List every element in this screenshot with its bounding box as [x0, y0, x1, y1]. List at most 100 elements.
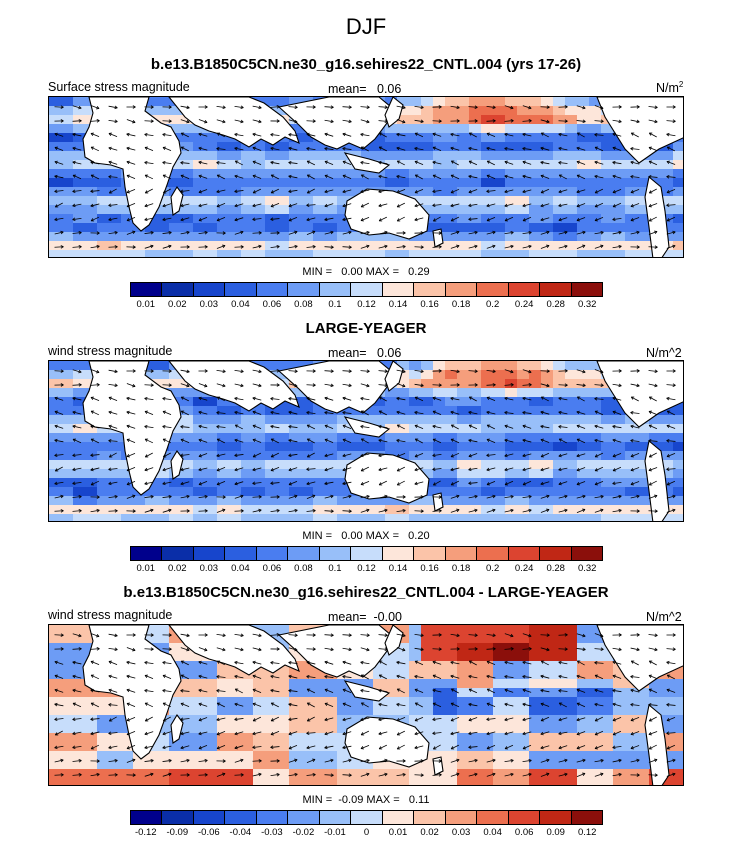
colorbar-swatch	[508, 811, 541, 824]
colorbar-swatch	[382, 547, 415, 560]
vector-layer	[54, 369, 676, 513]
colorbar-tick-label: -0.02	[292, 827, 315, 838]
colorbar-tick-label: 0.03	[451, 827, 471, 838]
coastline	[168, 361, 300, 412]
colorbar-tick-label: 0.08	[294, 299, 313, 310]
coastline	[596, 97, 683, 164]
colorbar-swatch	[540, 283, 572, 296]
coastline	[170, 186, 184, 216]
colorbar-swatch	[382, 811, 415, 824]
colorbar-swatch	[131, 811, 163, 824]
colorbar-swatch	[162, 811, 194, 824]
colorbar-swatch	[571, 283, 603, 296]
coastline	[168, 97, 300, 148]
colorbar-swatch	[351, 283, 383, 296]
map-wind-stress	[48, 360, 684, 522]
colorbar-tick-label: 0.02	[420, 827, 439, 838]
colorbar-swatch	[256, 547, 289, 560]
colorbar-tick-label: 0.04	[231, 563, 250, 574]
colorbar-tick-label: 0.01	[136, 299, 156, 310]
vector-layer	[54, 633, 676, 777]
colorbar-tick-label: -0.03	[261, 827, 283, 838]
colorbar-swatch	[193, 811, 226, 824]
colorbar-swatch	[540, 547, 572, 560]
colorbar-ticks: -0.12 -0.09 -0.06 -0.04 -0.03 -0.02 -0.01 0 0.01…	[130, 827, 603, 839]
colorbar-swatch	[193, 547, 226, 560]
colorbar-tick-label: 0.1	[328, 299, 342, 310]
colorbar-tick-label: 0.16	[420, 299, 439, 310]
colorbar-tick-label: 0.24	[514, 299, 534, 310]
coastline	[344, 188, 430, 240]
colorbar-swatch	[131, 283, 163, 296]
land-layer	[82, 361, 683, 521]
coastline	[384, 361, 404, 392]
minmax-label: MIN = -0.09 MAX = 0.11	[302, 794, 430, 806]
colorbar-swatch	[477, 547, 509, 560]
colorbar-swatch	[319, 547, 352, 560]
colorbar-swatch	[445, 547, 478, 560]
colorbar-tick-label: 0.04	[483, 827, 502, 838]
colorbar-tick-label: 0.1	[328, 563, 342, 574]
left-label: wind stress magnitude	[48, 344, 173, 358]
colorbar-tick-label: 0.03	[199, 563, 219, 574]
colorbar-tick-label: 0.2	[486, 299, 500, 310]
colorbar-tick-label: 0.18	[451, 563, 471, 574]
colorbar-tick-label: 0.08	[294, 563, 313, 574]
colorbar-swatch	[351, 547, 383, 560]
colorbar-swatch	[162, 547, 194, 560]
map-canvas	[49, 625, 683, 785]
colorbar-swatch	[319, 283, 352, 296]
coastline	[644, 439, 670, 521]
colorbar-tick-label: 0.03	[199, 299, 219, 310]
colorbar-tick-label: -0.09	[166, 827, 189, 838]
coastline	[344, 452, 430, 504]
colorbar-tick-label: 0.28	[546, 563, 565, 574]
colorbar-swatch	[382, 283, 415, 296]
coastline	[644, 703, 670, 785]
colorbar-swatch	[571, 811, 603, 824]
coastline	[596, 361, 683, 428]
colorbar-tick-label: -0.01	[324, 827, 346, 838]
colorbar-tick-label: 0.18	[451, 299, 471, 310]
coastline	[596, 625, 683, 692]
colorbar-swatch	[414, 283, 446, 296]
colorbar-swatch	[571, 547, 603, 560]
colorbar-tick-label: 0	[363, 827, 370, 838]
colorbar-tick-label: -0.06	[198, 827, 220, 838]
coastline	[432, 228, 444, 248]
colorbar-swatch	[288, 283, 320, 296]
colorbar-swatch	[445, 283, 478, 296]
colorbar-swatch	[477, 283, 509, 296]
units-label: N/m^2	[646, 610, 682, 624]
colorbar-tick-label: 0.32	[577, 563, 597, 574]
left-label: wind stress magnitude	[48, 608, 173, 622]
vector-layer	[54, 105, 676, 249]
colorbar-tick-label: 0.01	[388, 827, 408, 838]
colorbar-swatch	[288, 547, 320, 560]
minmax-label: MIN = 0.00 MAX = 0.20	[302, 530, 430, 542]
colorbar-tick-label: 0.04	[231, 299, 250, 310]
mean-label: mean= 0.06	[328, 82, 402, 96]
colorbar-ticks: 0.01 0.02 0.03 0.04 0.06 0.08 0.1 0.12 0.14 0.16 0…	[130, 299, 603, 311]
colorbar-swatch	[414, 547, 446, 560]
colorbar-swatch	[225, 283, 257, 296]
colorbar-tick-label: 0.32	[577, 299, 597, 310]
colorbar-swatch	[225, 811, 257, 824]
colorbar-swatch	[414, 811, 446, 824]
coastline	[344, 716, 430, 768]
map-difference	[48, 624, 684, 786]
colorbar	[130, 282, 603, 297]
colorbar-tick-label: -0.12	[134, 827, 157, 838]
map-canvas	[49, 361, 683, 521]
colorbar-tick-label: 0.02	[168, 563, 187, 574]
colorbar-tick-label: 0.09	[546, 827, 565, 838]
units-label: N/m2	[656, 80, 684, 96]
colorbar-tick-label: 0.06	[262, 299, 282, 310]
colorbar-swatch	[508, 547, 541, 560]
colorbar-tick-label: 0.06	[262, 563, 282, 574]
colorbar-tick-label: 0.01	[136, 563, 156, 574]
colorbar-swatch	[351, 811, 383, 824]
units-label: N/m^2	[646, 346, 682, 360]
colorbar-tick-label: 0.12	[357, 563, 376, 574]
mean-label: mean= -0.00	[328, 610, 403, 624]
